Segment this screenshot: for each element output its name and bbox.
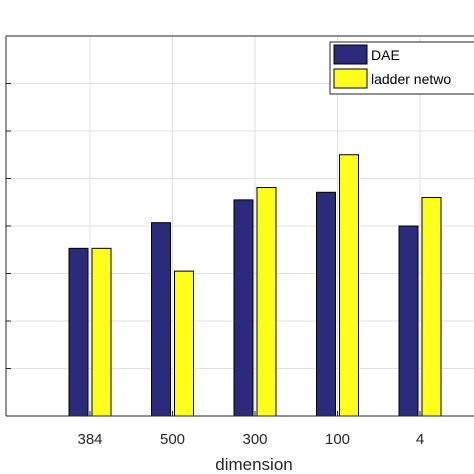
bar-ladder-300	[256, 187, 277, 417]
x-tick-labels: 384 500 300 100 4	[77, 431, 424, 448]
legend-swatch-ladder	[333, 68, 368, 89]
axes	[5, 35, 474, 417]
bar-dae-384	[68, 247, 89, 417]
x-tick-label: 4	[416, 431, 424, 448]
bar-ladder-500	[174, 270, 194, 417]
x-tick-label: 300	[242, 431, 267, 448]
bar-dae-4	[398, 225, 419, 417]
bar-ladder-384	[91, 247, 112, 417]
bar-dae-500	[151, 222, 171, 417]
legend: DAE ladder netwo	[329, 41, 474, 95]
bar-dae-100	[316, 191, 336, 417]
x-axis-label: dimension	[215, 455, 293, 474]
x-tick-label: 500	[160, 431, 185, 448]
x-tick-label: 384	[77, 431, 102, 448]
bar-dae-300	[233, 199, 254, 417]
x-tick-label: 100	[325, 431, 350, 448]
legend-swatch-dae	[333, 44, 368, 65]
bar-ladder-100	[339, 154, 359, 417]
legend-label-dae: DAE	[371, 47, 400, 63]
legend-label-ladder: ladder netwo	[371, 71, 451, 87]
bar-ladder-4	[421, 197, 442, 417]
